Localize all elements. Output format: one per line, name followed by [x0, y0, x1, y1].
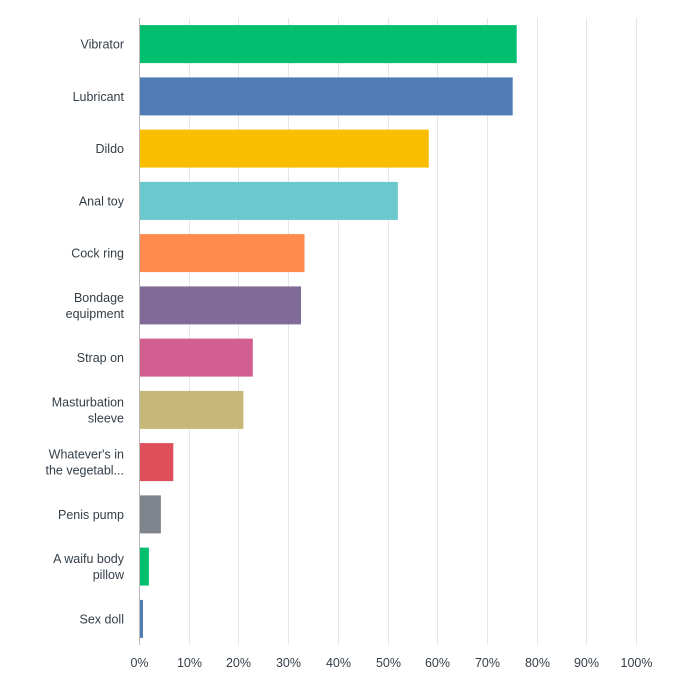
x-tick-label: 100%: [621, 656, 653, 670]
bar: [140, 443, 174, 482]
category-labels: Vibrator Lubricant Dildo Anal toy Cock ring B…: [45, 38, 125, 627]
category-label: Penis pump: [58, 508, 124, 522]
gridlines: [189, 18, 637, 645]
bars: [140, 25, 517, 638]
category-label: A waifu body pillow: [53, 552, 125, 582]
x-tick-label: 50%: [376, 656, 401, 670]
x-tick-label: 90%: [574, 656, 599, 670]
category-label: Vibrator: [80, 38, 124, 52]
bar: [140, 234, 305, 273]
x-tick-label: 60%: [425, 656, 450, 670]
category-label: Cock ring: [71, 247, 124, 261]
bar: [140, 25, 517, 64]
category-label: Sex doll: [80, 612, 124, 626]
bar: [140, 390, 244, 429]
bar: [140, 129, 429, 168]
x-tick-label: 70%: [475, 656, 500, 670]
x-tick-label: 0%: [130, 656, 148, 670]
x-tick-label: 20%: [226, 656, 251, 670]
bar: [140, 495, 161, 534]
x-tick-label: 80%: [525, 656, 550, 670]
bar: [140, 338, 253, 377]
bar: [140, 181, 398, 220]
bar: [140, 599, 143, 638]
bar: [140, 547, 149, 586]
category-label: Anal toy: [79, 194, 125, 208]
category-label: Strap on: [77, 351, 124, 365]
x-tick-label: 40%: [326, 656, 351, 670]
category-label: Masturbation sleeve: [52, 395, 124, 425]
x-tick-label: 10%: [177, 656, 202, 670]
bar: [140, 286, 301, 325]
x-axis-tick-labels: 0% 10% 20% 30% 40% 50% 60% 70% 80% 90% 100%: [130, 656, 652, 670]
category-label: Dildo: [96, 142, 125, 156]
category-label: Whatever's in the vegetabl...: [45, 448, 124, 478]
category-label: Lubricant: [73, 90, 125, 104]
category-label: Bondage equipment: [66, 291, 125, 321]
x-tick-label: 30%: [276, 656, 301, 670]
bar: [140, 77, 513, 116]
